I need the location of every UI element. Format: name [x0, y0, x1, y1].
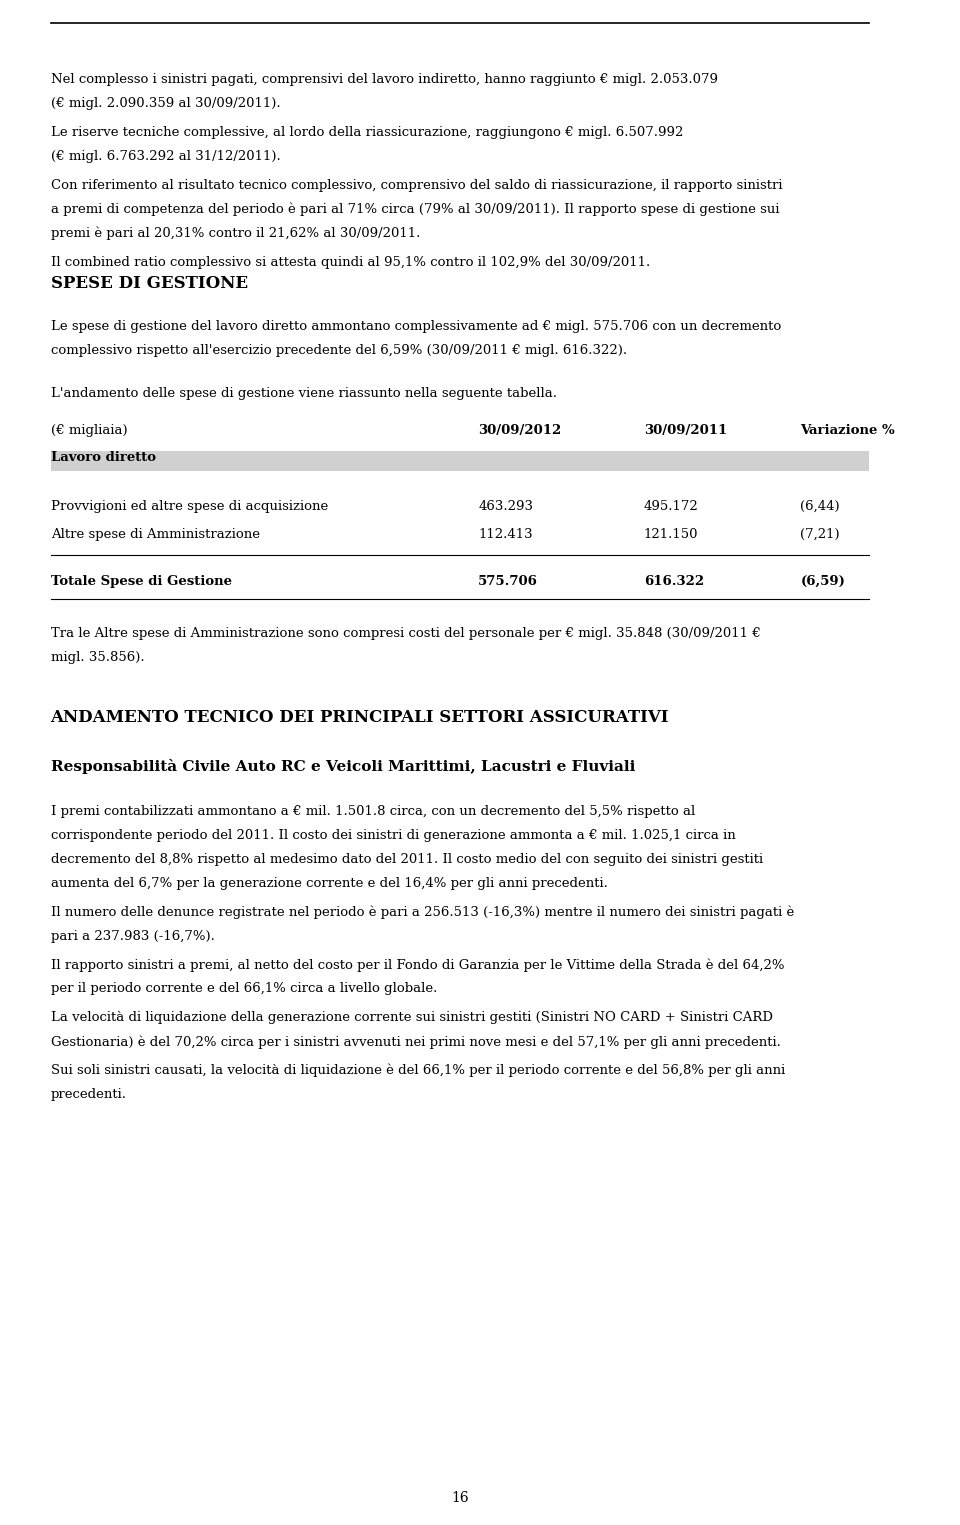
Text: (6,44): (6,44) — [801, 500, 840, 514]
Text: (7,21): (7,21) — [801, 528, 840, 541]
Text: Il combined ratio complessivo si attesta quindi al 95,1% contro il 102,9% del 30: Il combined ratio complessivo si attesta… — [51, 256, 650, 268]
Text: 463.293: 463.293 — [478, 500, 534, 514]
Text: ANDAMENTO TECNICO DEI PRINCIPALI SETTORI ASSICURATIVI: ANDAMENTO TECNICO DEI PRINCIPALI SETTORI… — [51, 709, 669, 726]
Text: Totale Spese di Gestione: Totale Spese di Gestione — [51, 575, 231, 589]
Text: La velocità di liquidazione della generazione corrente sui sinistri gestiti (Sin: La velocità di liquidazione della genera… — [51, 1011, 773, 1025]
Text: 112.413: 112.413 — [478, 528, 533, 541]
Text: decremento del 8,8% rispetto al medesimo dato del 2011. Il costo medio del con s: decremento del 8,8% rispetto al medesimo… — [51, 852, 762, 866]
Text: Nel complesso i sinistri pagati, comprensivi del lavoro indiretto, hanno raggiun: Nel complesso i sinistri pagati, compren… — [51, 73, 717, 87]
Text: Responsabilità Civile Auto RC e Veicoli Marittimi, Lacustri e Fluviali: Responsabilità Civile Auto RC e Veicoli … — [51, 759, 635, 773]
Text: Lavoro diretto: Lavoro diretto — [51, 451, 156, 465]
Text: aumenta del 6,7% per la generazione corrente e del 16,4% per gli anni precedenti: aumenta del 6,7% per la generazione corr… — [51, 877, 608, 891]
Text: complessivo rispetto all'esercizio precedente del 6,59% (30/09/2011 € migl. 616.: complessivo rispetto all'esercizio prece… — [51, 345, 627, 357]
Text: Le spese di gestione del lavoro diretto ammontano complessivamente ad € migl. 57: Le spese di gestione del lavoro diretto … — [51, 320, 780, 334]
Text: Provvigioni ed altre spese di acquisizione: Provvigioni ed altre spese di acquisizio… — [51, 500, 328, 514]
Text: Sui soli sinistri causati, la velocità di liquidazione è del 66,1% per il period: Sui soli sinistri causati, la velocità d… — [51, 1064, 785, 1077]
Text: (€ migl. 6.763.292 al 31/12/2011).: (€ migl. 6.763.292 al 31/12/2011). — [51, 149, 280, 163]
Text: SPESE DI GESTIONE: SPESE DI GESTIONE — [51, 274, 248, 291]
Text: Variazione %: Variazione % — [801, 424, 895, 438]
Text: per il periodo corrente e del 66,1% circa a livello globale.: per il periodo corrente e del 66,1% circ… — [51, 982, 437, 996]
Text: pari a 237.983 (-16,7%).: pari a 237.983 (-16,7%). — [51, 930, 214, 942]
Bar — [51, 451, 869, 471]
Text: Le riserve tecniche complessive, al lordo della riassicurazione, raggiungono € m: Le riserve tecniche complessive, al lord… — [51, 127, 683, 139]
Text: 30/09/2011: 30/09/2011 — [644, 424, 727, 438]
Text: 575.706: 575.706 — [478, 575, 539, 589]
Text: (€ migl. 2.090.359 al 30/09/2011).: (€ migl. 2.090.359 al 30/09/2011). — [51, 98, 280, 110]
Text: Gestionaria) è del 70,2% circa per i sinistri avvenuti nei primi nove mesi e del: Gestionaria) è del 70,2% circa per i sin… — [51, 1035, 780, 1049]
Text: 30/09/2012: 30/09/2012 — [478, 424, 562, 438]
Text: Il rapporto sinistri a premi, al netto del costo per il Fondo di Garanzia per le: Il rapporto sinistri a premi, al netto d… — [51, 958, 784, 971]
Text: (6,59): (6,59) — [801, 575, 845, 589]
Text: Con riferimento al risultato tecnico complessivo, comprensivo del saldo di riass: Con riferimento al risultato tecnico com… — [51, 178, 782, 192]
Text: corrispondente periodo del 2011. Il costo dei sinistri di generazione ammonta a : corrispondente periodo del 2011. Il cost… — [51, 828, 735, 842]
Text: Il numero delle denunce registrate nel periodo è pari a 256.513 (-16,3%) mentre : Il numero delle denunce registrate nel p… — [51, 906, 794, 920]
Text: (€ migliaia): (€ migliaia) — [51, 424, 128, 438]
Text: 16: 16 — [451, 1491, 468, 1505]
Text: Tra le Altre spese di Amministrazione sono compresi costi del personale per € mi: Tra le Altre spese di Amministrazione so… — [51, 627, 760, 640]
Text: premi è pari al 20,31% contro il 21,62% al 30/09/2011.: premi è pari al 20,31% contro il 21,62% … — [51, 227, 420, 241]
Text: 121.150: 121.150 — [644, 528, 698, 541]
Text: 495.172: 495.172 — [644, 500, 699, 514]
Text: 616.322: 616.322 — [644, 575, 704, 589]
Text: migl. 35.856).: migl. 35.856). — [51, 651, 144, 663]
Text: L'andamento delle spese di gestione viene riassunto nella seguente tabella.: L'andamento delle spese di gestione vien… — [51, 387, 557, 400]
Text: I premi contabilizzati ammontano a € mil. 1.501.8 circa, con un decremento del 5: I premi contabilizzati ammontano a € mil… — [51, 805, 695, 817]
Text: Altre spese di Amministrazione: Altre spese di Amministrazione — [51, 528, 259, 541]
Text: a premi di competenza del periodo è pari al 71% circa (79% al 30/09/2011). Il ra: a premi di competenza del periodo è pari… — [51, 203, 780, 217]
Text: precedenti.: precedenti. — [51, 1087, 127, 1101]
